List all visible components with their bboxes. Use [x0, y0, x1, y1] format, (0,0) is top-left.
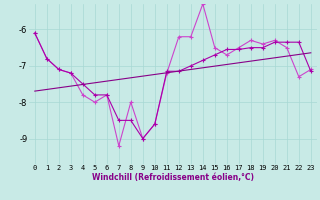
X-axis label: Windchill (Refroidissement éolien,°C): Windchill (Refroidissement éolien,°C): [92, 173, 254, 182]
